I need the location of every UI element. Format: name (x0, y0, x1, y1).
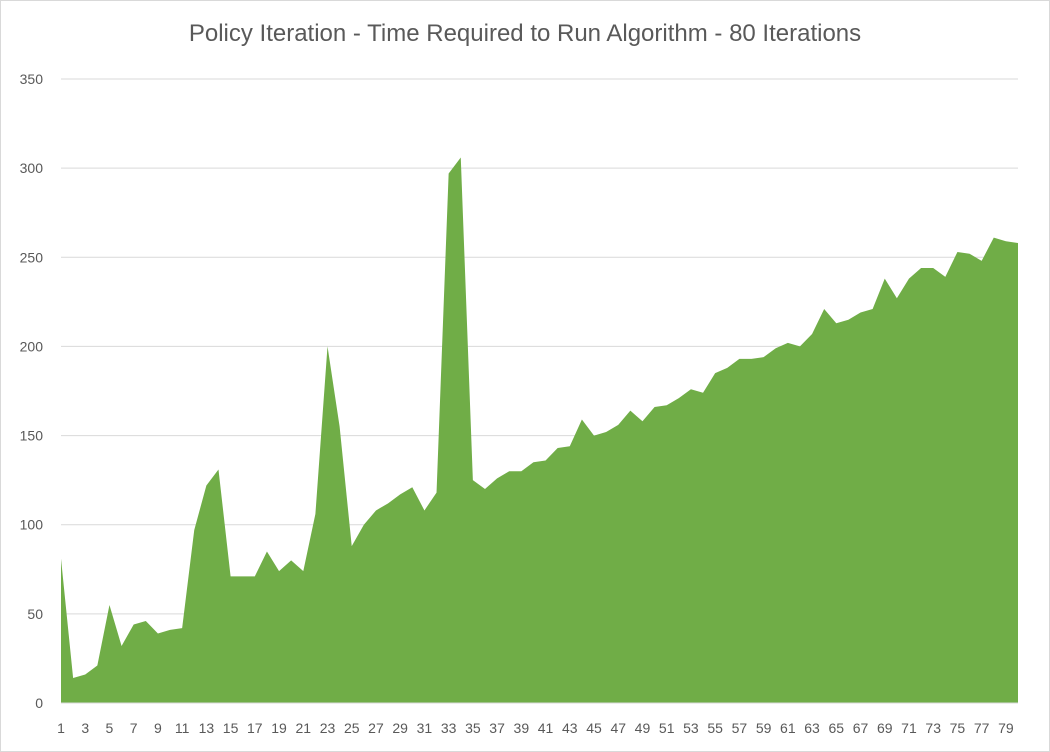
x-tick-label: 41 (538, 720, 554, 736)
y-tick-label: 300 (20, 160, 44, 176)
x-tick-label: 13 (199, 720, 215, 736)
x-tick-label: 11 (175, 720, 190, 736)
x-tick-label: 35 (465, 720, 481, 736)
x-tick-label: 27 (368, 720, 384, 736)
x-tick-label: 39 (514, 720, 530, 736)
x-tick-label: 71 (901, 720, 917, 736)
x-tick-label: 21 (295, 720, 311, 736)
x-tick-label: 5 (106, 720, 114, 736)
x-tick-label: 15 (223, 720, 239, 736)
x-tick-label: 59 (756, 720, 772, 736)
x-tick-label: 73 (925, 720, 941, 736)
x-tick-label: 9 (154, 720, 162, 736)
x-tick-label: 65 (829, 720, 845, 736)
x-tick-label: 61 (780, 720, 796, 736)
x-tick-label: 23 (320, 720, 336, 736)
x-tick-label: 17 (247, 720, 263, 736)
y-tick-label: 250 (20, 249, 44, 265)
x-tick-label: 19 (271, 720, 287, 736)
series-area-fill (61, 157, 1018, 703)
x-tick-label: 33 (441, 720, 457, 736)
y-tick-label: 350 (20, 71, 44, 87)
series-area (61, 157, 1018, 703)
x-tick-label: 43 (562, 720, 578, 736)
x-tick-label: 67 (853, 720, 869, 736)
x-tick-label: 55 (707, 720, 723, 736)
x-axis-ticks: 1 3 5 7 9 11 13 15 17 19 21 23 25 27 29 31 33 35 37 39 41 43 4… (57, 720, 1014, 736)
chart-title: Policy Iteration - Time Required to Run … (188, 20, 862, 47)
x-tick-label: 51 (659, 720, 675, 736)
y-axis-ticks: 0 50 100 150 200 250 300 350 (20, 71, 44, 711)
x-tick-label: 75 (950, 720, 966, 736)
x-tick-label: 45 (586, 720, 602, 736)
x-tick-label: 69 (877, 720, 893, 736)
x-tick-label: 29 (392, 720, 408, 736)
y-tick-label: 0 (35, 695, 43, 711)
y-tick-label: 150 (20, 428, 44, 444)
x-tick-label: 53 (683, 720, 699, 736)
y-tick-label: 100 (20, 517, 44, 533)
x-tick-label: 57 (732, 720, 748, 736)
x-tick-label: 25 (344, 720, 360, 736)
x-tick-label: 49 (635, 720, 651, 736)
x-tick-label: 77 (974, 720, 990, 736)
y-tick-label: 200 (20, 338, 44, 354)
x-tick-label: 79 (998, 720, 1014, 736)
x-tick-label: 1 (57, 720, 65, 736)
x-tick-label: 63 (804, 720, 820, 736)
x-tick-label: 47 (610, 720, 626, 736)
y-tick-label: 50 (27, 606, 43, 622)
x-tick-label: 31 (417, 720, 433, 736)
x-tick-label: 3 (81, 720, 89, 736)
x-tick-label: 7 (130, 720, 138, 736)
x-tick-label: 37 (489, 720, 505, 736)
